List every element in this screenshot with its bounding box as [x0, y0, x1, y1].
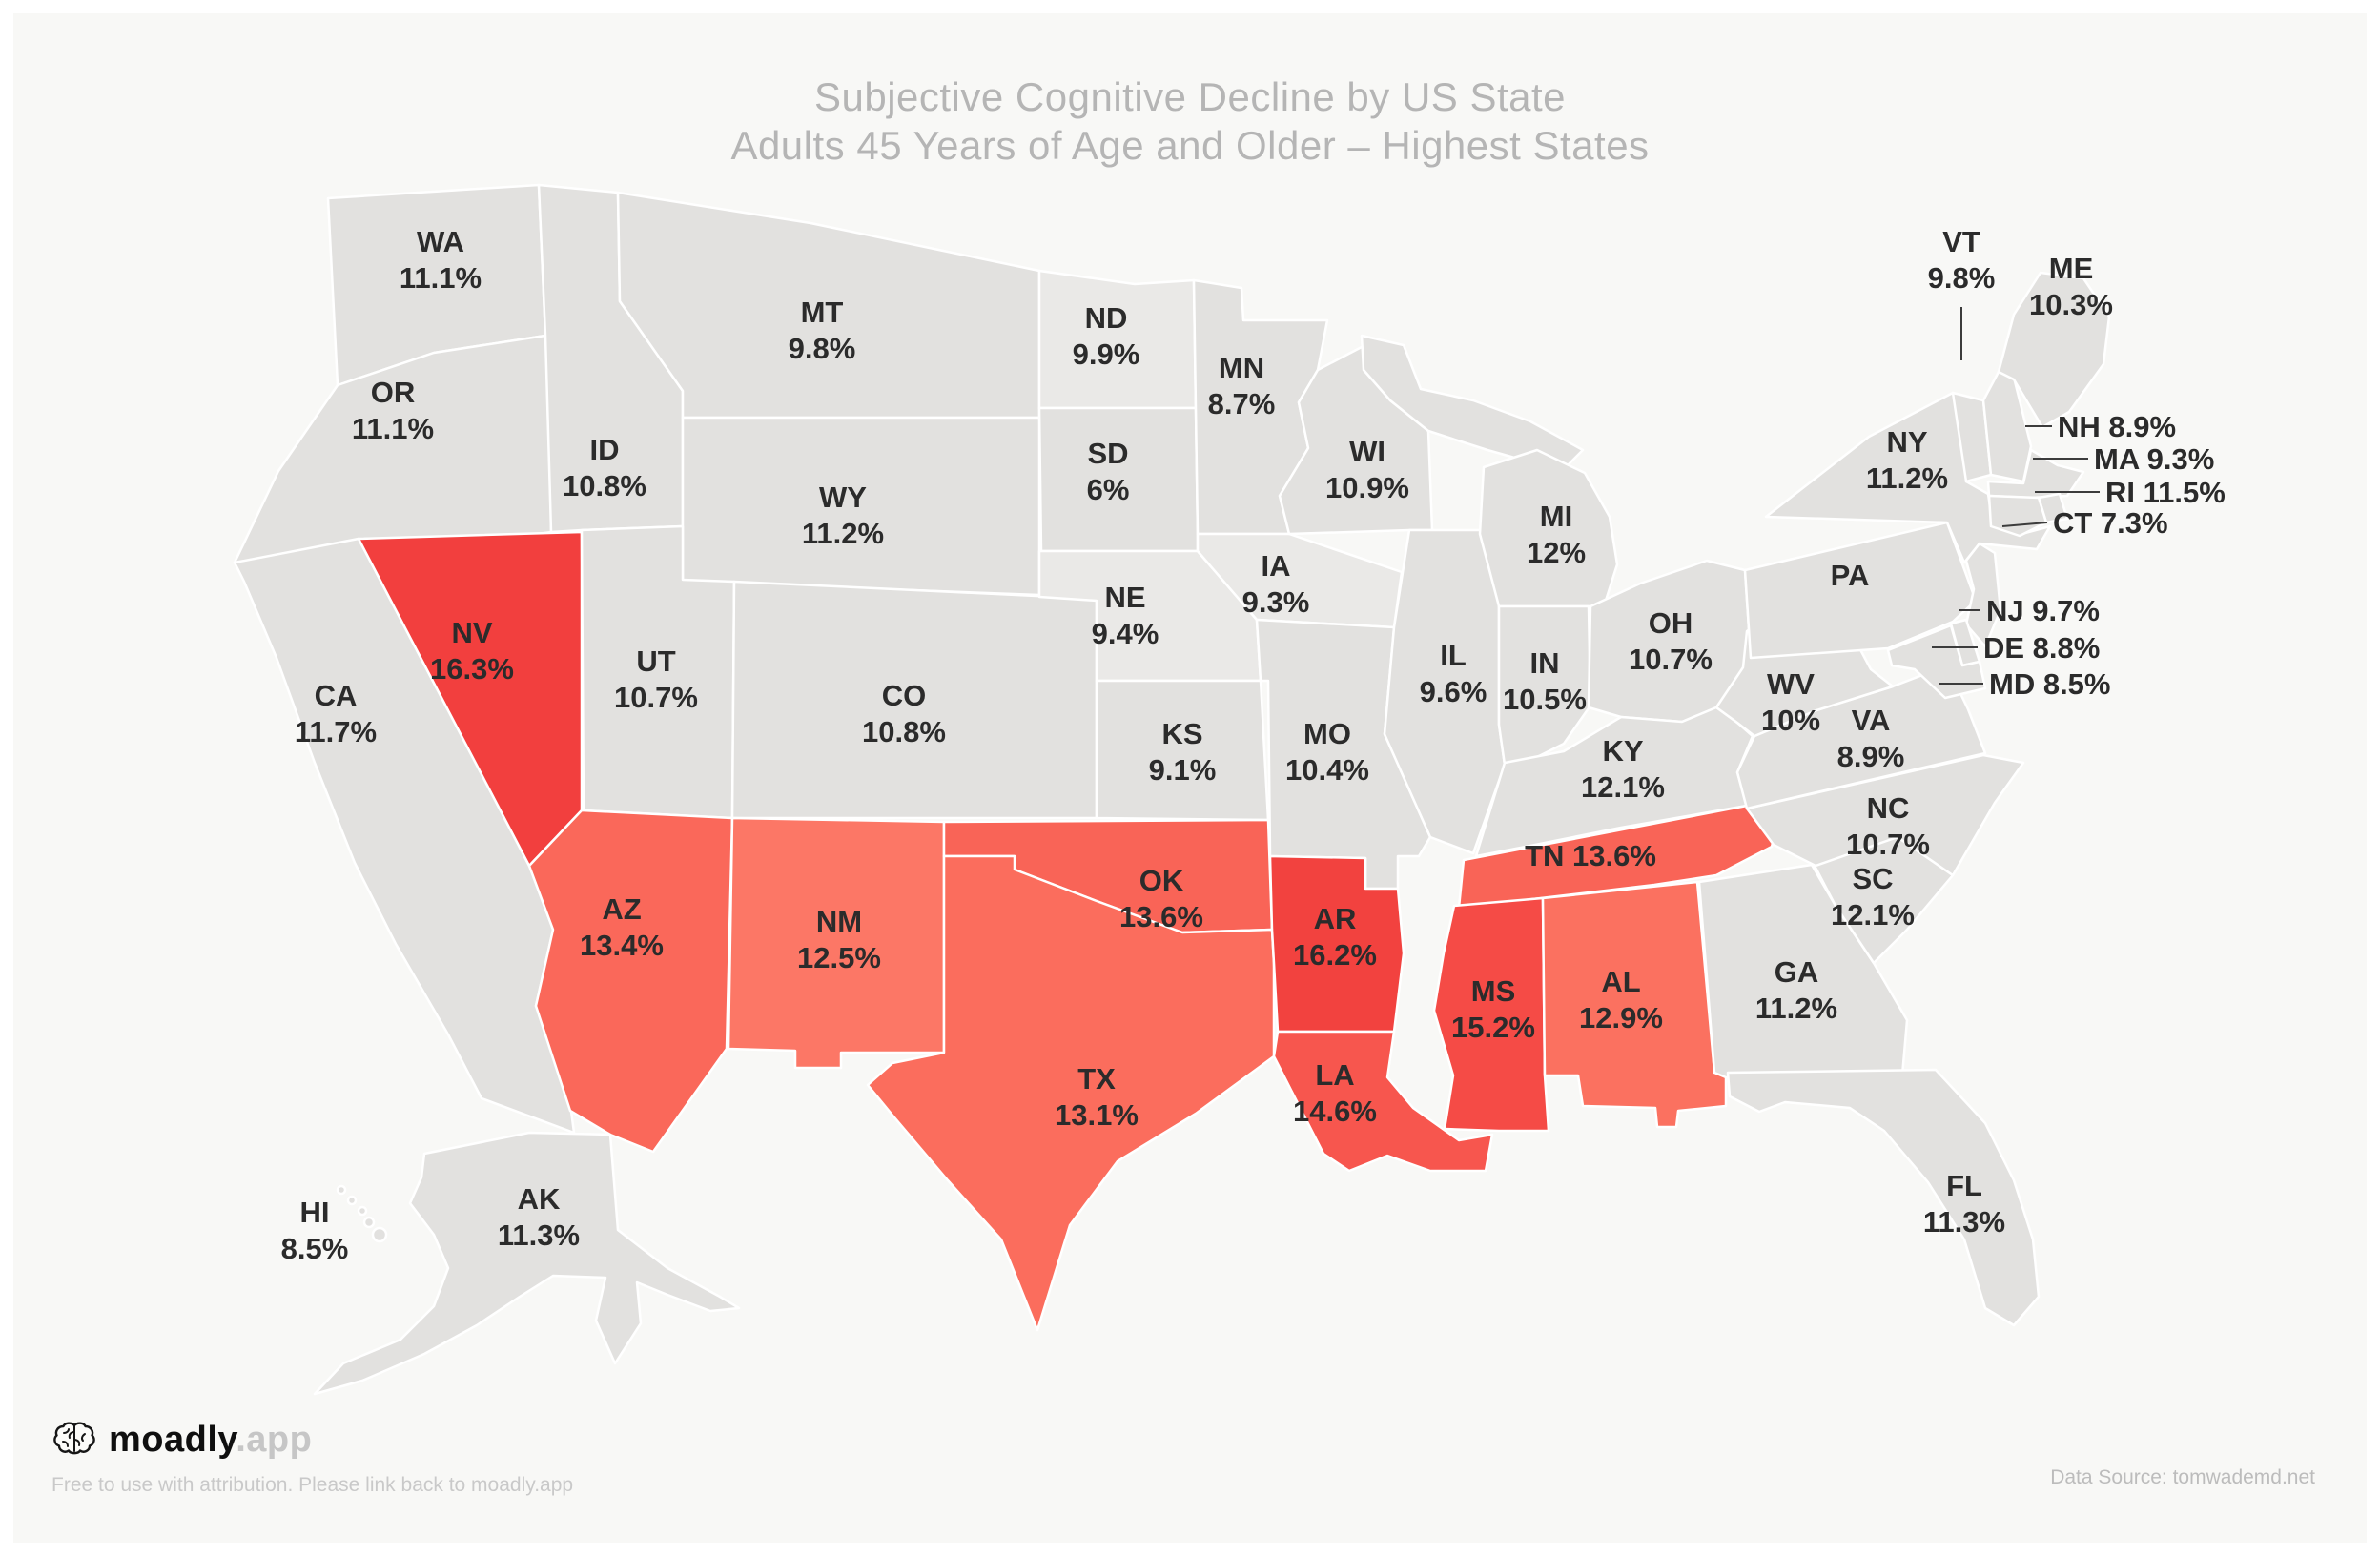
state-label-MA: MA 9.3% [2094, 442, 2214, 476]
map-canvas: Subjective Cognitive Decline by US State… [13, 13, 2367, 1543]
state-label-LA: LA 14.6% [1293, 1058, 1377, 1128]
state-label-SD: SD 6% [1087, 437, 1130, 506]
state-HI [346, 1195, 358, 1206]
state-label-MN: MN 8.7% [1208, 351, 1276, 420]
state-label-MI: MI 12% [1527, 500, 1586, 569]
state-label-GA: GA 11.2% [1755, 955, 1837, 1025]
state-label-NJ: NJ 9.7% [1986, 594, 2100, 627]
state-label-AK: AK 11.3% [498, 1182, 580, 1252]
leader-line-CT [2001, 522, 2048, 527]
state-IN [1497, 604, 1592, 767]
state-FL [1726, 1068, 2041, 1327]
state-label-TX: TX 13.1% [1055, 1062, 1139, 1132]
state-label-IN: IN 10.5% [1503, 646, 1587, 716]
state-label-NE: NE 9.4% [1092, 581, 1159, 650]
brand-block: moadly.app Free to use with attribution.… [51, 1420, 573, 1497]
state-label-FL: FL 11.3% [1923, 1169, 2005, 1239]
state-label-HI: HI 8.5% [281, 1196, 349, 1265]
state-label-SC: SC 12.1% [1831, 862, 1915, 932]
state-label-OK: OK 13.6% [1119, 864, 1203, 933]
state-LA [1272, 1030, 1494, 1173]
state-HI [371, 1226, 388, 1243]
brain-icon [53, 1421, 95, 1454]
state-label-VT: VT 9.8% [1928, 225, 1996, 295]
state-GA [1697, 863, 1909, 1079]
state-label-NV: NV 16.3% [430, 616, 514, 686]
state-OR [233, 334, 553, 564]
state-label-IA: IA 9.3% [1242, 549, 1310, 619]
state-label-ND: ND 9.9% [1073, 301, 1140, 371]
state-label-CA: CA 11.7% [295, 679, 377, 748]
state-label-AR: AR 16.2% [1293, 902, 1377, 972]
state-label-OH: OH 10.7% [1629, 606, 1713, 676]
state-AR [1268, 854, 1405, 1034]
state-label-CO: CO 10.8% [862, 679, 946, 748]
state-label-CT: CT 7.3% [2053, 506, 2168, 540]
state-label-NC: NC 10.7% [1846, 791, 1930, 861]
state-label-RI: RI 11.5% [2105, 476, 2226, 509]
state-TX [866, 854, 1276, 1332]
state-label-VA: VA 8.9% [1837, 704, 1905, 773]
attribution-text: Free to use with attribution. Please lin… [51, 1474, 574, 1496]
state-label-DE: DE 8.8% [1983, 631, 2100, 665]
state-label-IL: IL 9.6% [1420, 639, 1488, 708]
state-label-WA: WA 11.1% [400, 225, 482, 295]
state-label-KY: KY 12.1% [1581, 734, 1665, 804]
state-label-PA: PA [1831, 559, 1870, 592]
state-MD [1886, 624, 1987, 700]
state-label-NY: NY 11.2% [1866, 425, 1948, 495]
state-label-WY: WY 11.2% [802, 481, 884, 550]
state-MI [1478, 448, 1619, 608]
state-HI [362, 1216, 376, 1229]
brand-name-suffix: .app [236, 1420, 313, 1460]
state-label-NM: NM 12.5% [797, 905, 881, 974]
state-label-MO: MO 10.4% [1285, 717, 1369, 787]
state-label-OR: OR 11.1% [352, 376, 434, 445]
state-label-WV: WV 10% [1761, 667, 1820, 737]
state-label-WI: WI 10.9% [1325, 435, 1409, 504]
data-source-text: Data Source: tomwademd.net [2050, 1466, 2315, 1488]
state-AK [313, 1131, 741, 1396]
chart-title-block: Subjective Cognitive Decline by US State… [13, 72, 2367, 170]
state-label-UT: UT 10.7% [614, 645, 698, 714]
state-MI [1360, 334, 1585, 473]
state-label-AL: AL 12.9% [1579, 965, 1663, 1034]
state-HI [336, 1184, 347, 1196]
state-HI [357, 1205, 368, 1217]
state-NC [1745, 753, 2025, 877]
chart-subtitle: Adults 45 Years of Age and Older – Highe… [730, 123, 1650, 169]
state-label-AZ: AZ 13.4% [580, 892, 664, 962]
state-label-ME: ME 10.3% [2029, 252, 2113, 321]
state-label-TN: TN 13.6% [1525, 839, 1656, 872]
brand-name: moadly.app [109, 1420, 312, 1461]
state-label-ID: ID 10.8% [563, 433, 646, 502]
state-ME [1997, 271, 2111, 429]
state-label-MT: MT 9.8% [789, 296, 856, 365]
state-label-KS: KS 9.1% [1149, 717, 1217, 787]
state-label-MD: MD 8.5% [1989, 667, 2110, 701]
state-KS [1095, 679, 1270, 822]
state-NJ [1964, 542, 2002, 648]
state-label-MS: MS 15.2% [1451, 974, 1535, 1044]
chart-title: Subjective Cognitive Decline by US State [813, 74, 1567, 119]
state-label-NH: NH 8.9% [2058, 410, 2176, 443]
brand-name-main: moadly [109, 1420, 236, 1460]
